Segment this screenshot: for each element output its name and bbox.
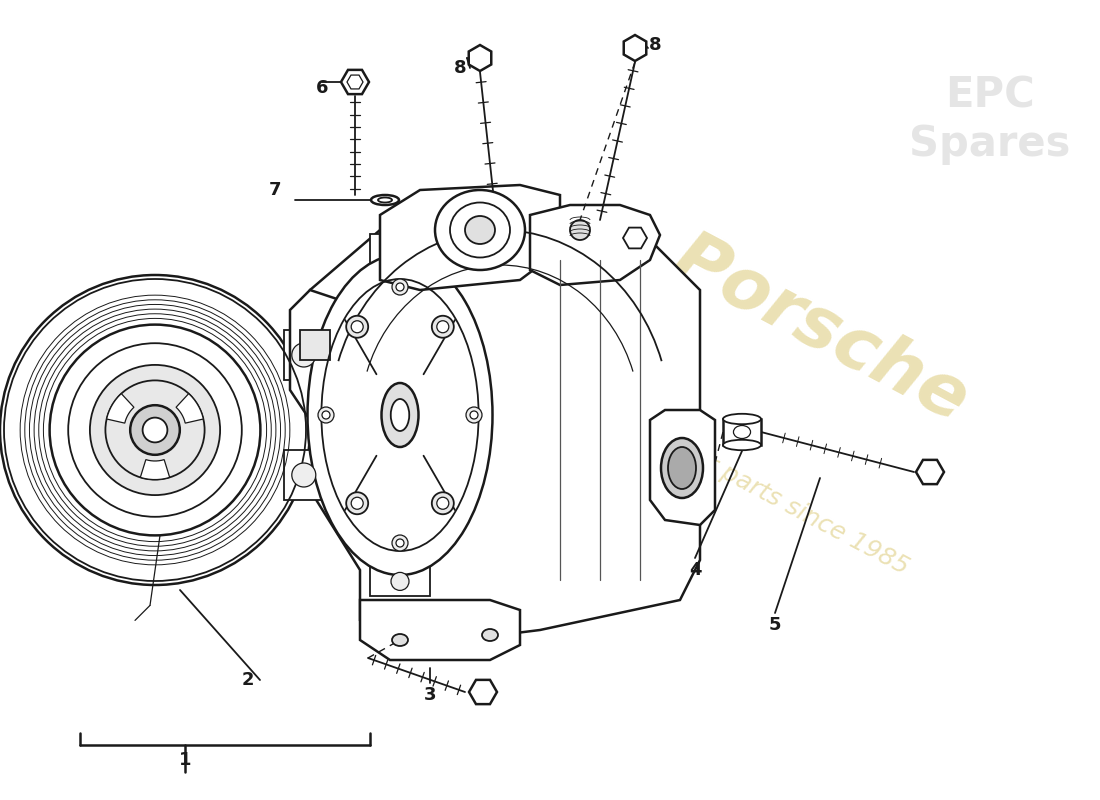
Ellipse shape <box>396 539 404 547</box>
Ellipse shape <box>308 255 493 575</box>
Polygon shape <box>723 419 761 445</box>
Ellipse shape <box>346 316 368 338</box>
Ellipse shape <box>130 405 179 454</box>
Ellipse shape <box>470 411 478 419</box>
Ellipse shape <box>143 418 167 442</box>
Polygon shape <box>284 330 323 380</box>
Text: EPC
Spares: EPC Spares <box>910 74 1070 166</box>
Polygon shape <box>623 228 647 248</box>
Ellipse shape <box>466 407 482 423</box>
Ellipse shape <box>50 325 261 535</box>
Ellipse shape <box>570 220 590 240</box>
Polygon shape <box>346 75 363 89</box>
Ellipse shape <box>396 283 404 291</box>
Polygon shape <box>370 566 430 596</box>
Polygon shape <box>107 394 134 423</box>
Ellipse shape <box>292 463 316 487</box>
Ellipse shape <box>723 414 761 424</box>
Ellipse shape <box>723 440 761 450</box>
Polygon shape <box>176 394 204 423</box>
Ellipse shape <box>392 535 408 551</box>
Polygon shape <box>360 600 520 660</box>
Ellipse shape <box>392 634 408 646</box>
Text: 6: 6 <box>316 79 328 97</box>
Ellipse shape <box>432 316 454 338</box>
Text: 3: 3 <box>424 686 437 704</box>
Polygon shape <box>469 45 492 71</box>
Ellipse shape <box>346 492 368 514</box>
Text: 1: 1 <box>178 751 191 769</box>
Text: 8: 8 <box>453 59 466 77</box>
Polygon shape <box>290 290 340 430</box>
Text: 5: 5 <box>769 616 781 634</box>
Text: a passion for parts since 1985: a passion for parts since 1985 <box>568 381 912 579</box>
Ellipse shape <box>371 195 399 205</box>
Ellipse shape <box>661 438 703 498</box>
Ellipse shape <box>382 383 418 447</box>
Text: Porsche: Porsche <box>660 223 979 437</box>
Ellipse shape <box>90 365 220 495</box>
Ellipse shape <box>351 498 363 510</box>
Ellipse shape <box>292 343 316 367</box>
Polygon shape <box>379 185 560 290</box>
Text: 4: 4 <box>689 561 702 579</box>
Polygon shape <box>370 234 430 264</box>
Ellipse shape <box>668 447 696 489</box>
Polygon shape <box>284 450 323 500</box>
Polygon shape <box>530 205 660 285</box>
Ellipse shape <box>437 321 449 333</box>
Ellipse shape <box>390 573 409 590</box>
Polygon shape <box>341 70 368 94</box>
Polygon shape <box>916 460 944 484</box>
Ellipse shape <box>434 190 525 270</box>
Ellipse shape <box>318 407 334 423</box>
Ellipse shape <box>351 321 363 333</box>
Polygon shape <box>310 220 700 640</box>
Ellipse shape <box>390 240 409 258</box>
Ellipse shape <box>482 629 498 641</box>
Text: 2: 2 <box>242 671 254 689</box>
Polygon shape <box>650 410 715 525</box>
Ellipse shape <box>0 275 310 585</box>
Polygon shape <box>624 35 647 61</box>
Ellipse shape <box>465 216 495 244</box>
Ellipse shape <box>626 229 644 247</box>
Text: 7: 7 <box>268 181 282 199</box>
Ellipse shape <box>390 399 409 431</box>
Ellipse shape <box>432 492 454 514</box>
Polygon shape <box>469 680 497 704</box>
Ellipse shape <box>437 498 449 510</box>
Text: 8: 8 <box>649 36 661 54</box>
Ellipse shape <box>392 279 408 295</box>
Polygon shape <box>141 460 169 479</box>
Polygon shape <box>300 330 330 360</box>
Ellipse shape <box>322 411 330 419</box>
